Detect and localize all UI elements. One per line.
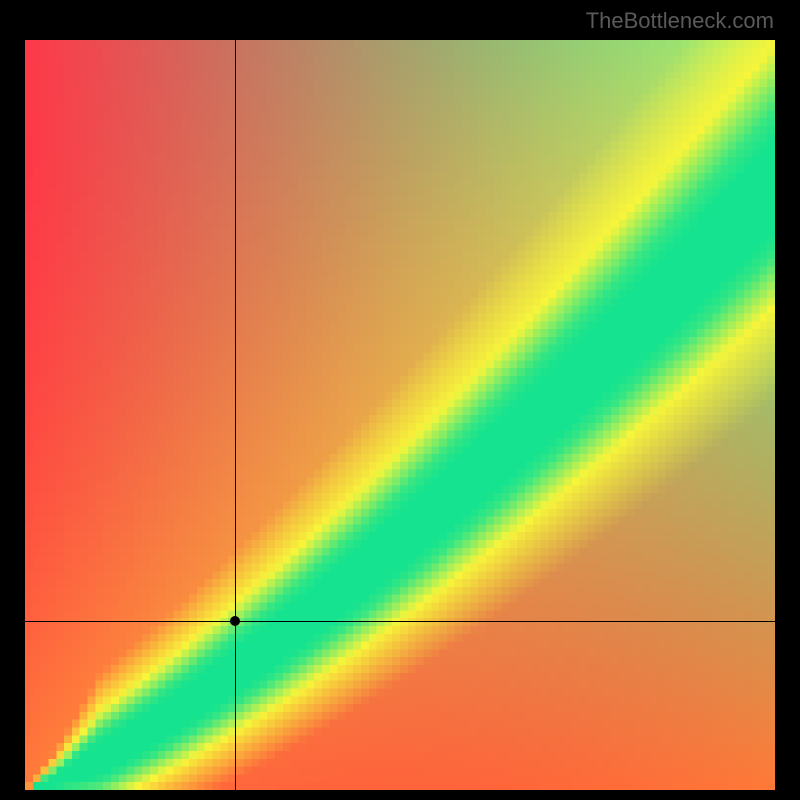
crosshair-vertical	[235, 40, 236, 790]
crosshair-marker	[230, 616, 240, 626]
crosshair-horizontal	[25, 621, 775, 622]
heatmap-canvas	[25, 40, 775, 790]
figure-stage: TheBottleneck.com	[0, 0, 800, 800]
plot-area	[25, 40, 775, 790]
attribution-text: TheBottleneck.com	[586, 8, 774, 34]
